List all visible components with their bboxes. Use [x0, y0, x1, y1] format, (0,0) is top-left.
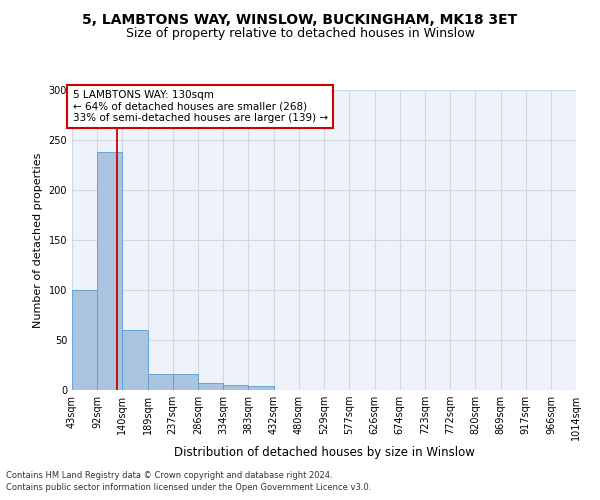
Bar [122, 330, 148, 390]
Bar [97, 152, 122, 390]
Bar [148, 374, 173, 390]
Text: Contains public sector information licensed under the Open Government Licence v3: Contains public sector information licen… [6, 484, 371, 492]
Y-axis label: Number of detached properties: Number of detached properties [33, 152, 43, 328]
Text: 5 LAMBTONS WAY: 130sqm
← 64% of detached houses are smaller (268)
33% of semi-de: 5 LAMBTONS WAY: 130sqm ← 64% of detached… [73, 90, 328, 123]
Text: Size of property relative to detached houses in Winslow: Size of property relative to detached ho… [125, 28, 475, 40]
Bar [248, 386, 274, 390]
Bar [223, 385, 248, 390]
Text: Contains HM Land Registry data © Crown copyright and database right 2024.: Contains HM Land Registry data © Crown c… [6, 471, 332, 480]
Text: 5, LAMBTONS WAY, WINSLOW, BUCKINGHAM, MK18 3ET: 5, LAMBTONS WAY, WINSLOW, BUCKINGHAM, MK… [82, 12, 518, 26]
Bar [72, 290, 97, 390]
X-axis label: Distribution of detached houses by size in Winslow: Distribution of detached houses by size … [173, 446, 475, 458]
Bar [173, 374, 198, 390]
Bar [198, 383, 223, 390]
